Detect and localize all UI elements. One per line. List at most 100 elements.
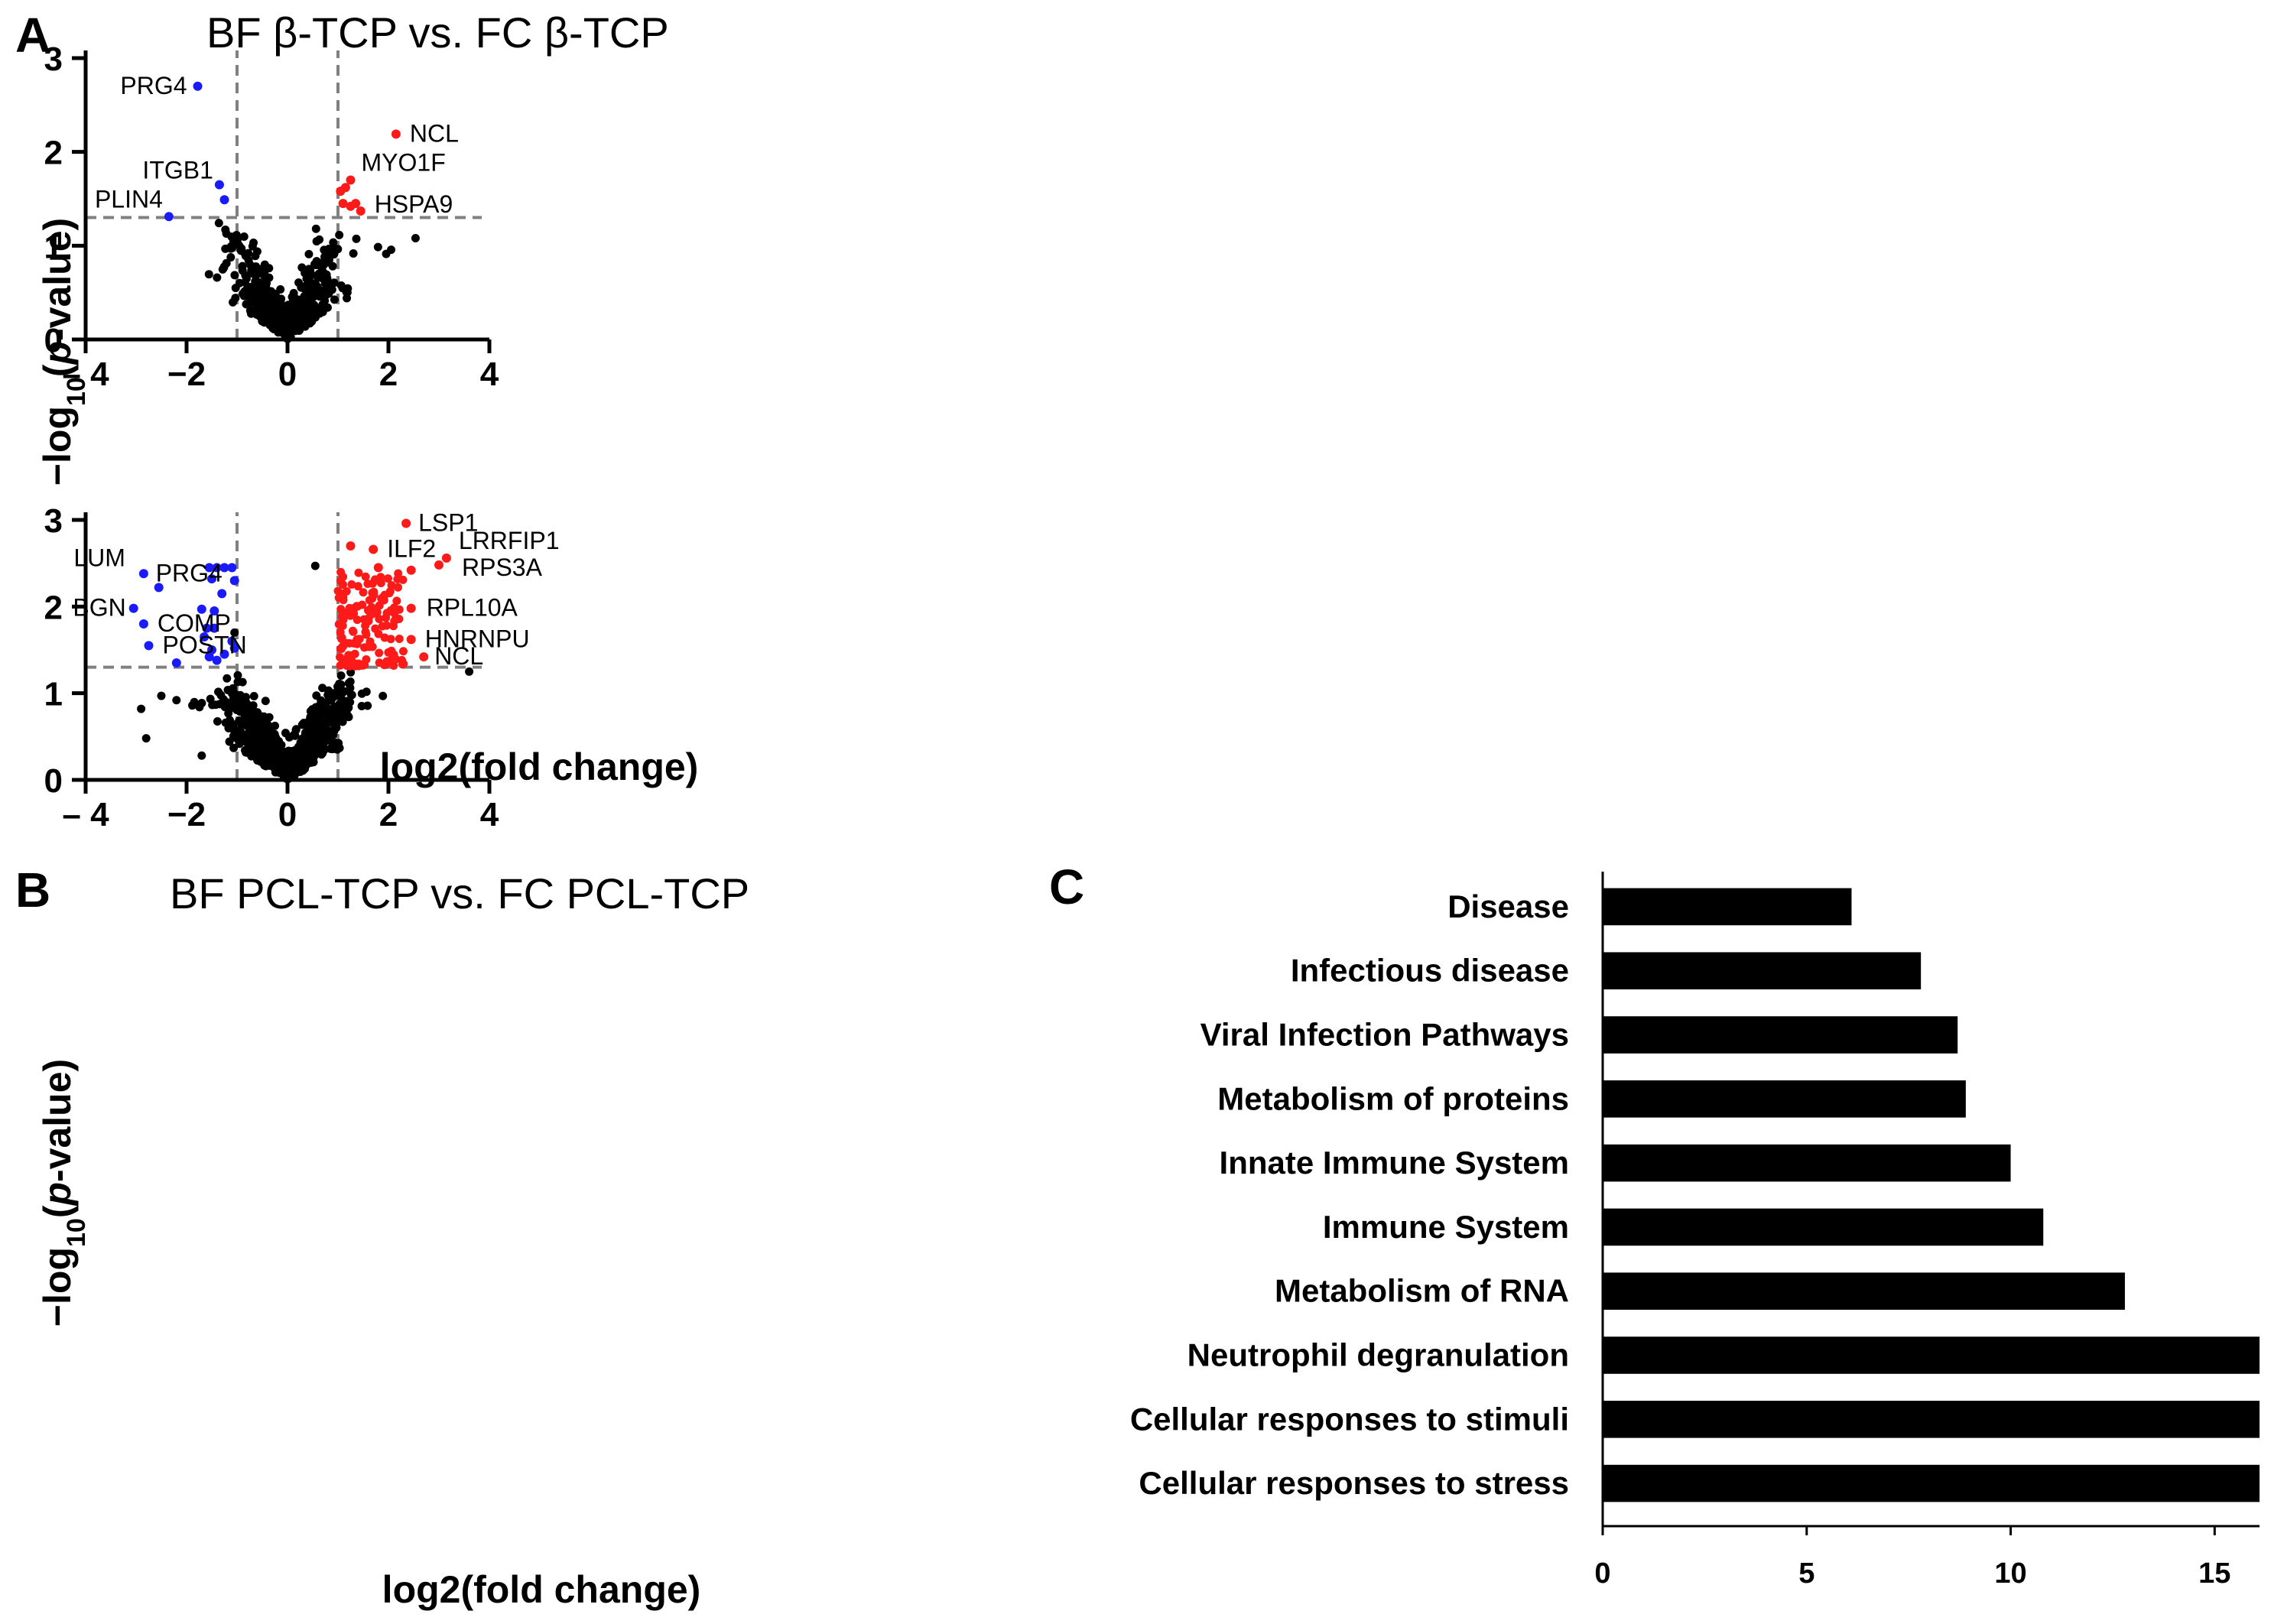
- data-point-downregulated: [229, 643, 239, 653]
- x-tick-label: 0: [278, 796, 297, 833]
- data-point-nonsignificant: [255, 266, 265, 275]
- panel-b-gene-labels: LUMPRG4BGNCOMPPOSTNLSP1LRRFIP1RPS3AILF2R…: [73, 509, 559, 671]
- data-point-nonsignificant: [322, 270, 331, 279]
- data-point-nonsignificant: [226, 253, 236, 262]
- data-point-nonsignificant: [214, 219, 223, 228]
- data-point-nonsignificant: [324, 255, 333, 265]
- data-point-nonsignificant: [260, 751, 269, 760]
- data-point-nonsignificant: [242, 274, 251, 283]
- data-point-nonsignificant: [314, 273, 323, 282]
- data-point-upregulated: [338, 199, 348, 209]
- data-point-upregulated: [354, 568, 363, 577]
- data-point-nonsignificant: [337, 706, 346, 715]
- data-point-nonsignificant: [137, 704, 146, 713]
- panel-label-c: C: [1049, 859, 1084, 914]
- data-point-nonsignificant: [298, 734, 307, 743]
- category-label: Cellular responses to stimuli: [1130, 1401, 1569, 1437]
- data-point-downregulated: [219, 649, 229, 659]
- data-point-nonsignificant: [284, 732, 294, 742]
- data-point-nonsignificant: [301, 762, 310, 771]
- panel-a-points: [164, 81, 420, 343]
- panel-label-a: A: [15, 8, 50, 63]
- data-point-downregulated: [204, 652, 214, 662]
- data-point-nonsignificant: [245, 732, 254, 741]
- data-point-downregulated: [207, 645, 216, 654]
- x-tick-label: 5: [1798, 1557, 1815, 1590]
- bar: [1603, 1080, 1966, 1118]
- data-point-upregulated: [383, 574, 392, 583]
- data-point-nonsignificant: [346, 684, 355, 693]
- bar: [1603, 952, 1922, 990]
- data-point-upregulated: [348, 626, 357, 635]
- data-point-upregulated: [398, 647, 408, 656]
- data-point-nonsignificant: [306, 751, 315, 760]
- data-point-nonsignificant: [304, 270, 314, 279]
- data-point-nonsignificant: [320, 707, 330, 716]
- x-tick-label: −2: [167, 356, 206, 393]
- data-point-nonsignificant: [346, 690, 356, 700]
- data-point-upregulated: [369, 590, 378, 599]
- data-point-nonsignificant: [218, 265, 227, 274]
- panel-c-category-labels: Disease Infectious disease Viral Infection…: [1130, 888, 1569, 1501]
- data-point-downregulated: [200, 632, 210, 641]
- panel-b-points: [128, 518, 474, 784]
- data-point-nonsignificant: [320, 245, 329, 255]
- bar: [1603, 888, 1852, 926]
- data-point-upregulated: [339, 658, 348, 667]
- data-point-nonsignificant: [352, 234, 361, 243]
- data-point-nonsignificant: [411, 233, 420, 242]
- data-point-upregulated: [359, 588, 368, 597]
- data-point-nonsignificant: [294, 745, 304, 754]
- x-tick-label: 0: [278, 356, 297, 393]
- data-point-downregulated: [164, 212, 174, 222]
- data-point-nonsignificant: [213, 273, 222, 282]
- data-point-nonsignificant: [235, 241, 244, 250]
- data-point-nonsignificant: [243, 700, 252, 710]
- data-point-downregulated: [202, 623, 212, 633]
- data-point-downregulated: [138, 619, 148, 628]
- data-point-upregulated: [391, 614, 401, 623]
- gene-label: MYO1F: [362, 148, 446, 176]
- gene-label: PRG4: [120, 72, 187, 99]
- data-point-nonsignificant: [247, 752, 256, 761]
- data-point-downregulated: [210, 623, 219, 633]
- gene-label: RPL10A: [427, 594, 518, 622]
- data-point-nonsignificant: [291, 758, 300, 767]
- data-point-upregulated: [351, 199, 361, 209]
- data-point-nonsignificant: [311, 224, 320, 233]
- gene-label: LRRFIP1: [459, 527, 560, 554]
- data-point-nonsignificant: [290, 323, 299, 333]
- data-point-nonsignificant: [363, 701, 372, 710]
- x-tick-label: 0: [1594, 1557, 1610, 1590]
- data-point-upregulated: [334, 593, 343, 603]
- data-point-nonsignificant: [229, 743, 239, 752]
- data-point-nonsignificant: [266, 745, 275, 754]
- data-point-nonsignificant: [324, 732, 333, 742]
- data-point-nonsignificant: [244, 739, 253, 749]
- data-point-upregulated: [386, 606, 395, 615]
- data-point-nonsignificant: [346, 677, 355, 687]
- data-point-downregulated: [197, 604, 206, 614]
- data-point-downregulated: [219, 195, 229, 205]
- data-point-nonsignificant: [224, 723, 233, 732]
- data-point-downregulated: [128, 603, 138, 613]
- category-label: Immune System: [1323, 1209, 1569, 1245]
- data-point-nonsignificant: [330, 295, 339, 304]
- data-point-nonsignificant: [226, 242, 236, 252]
- data-point-nonsignificant: [141, 734, 151, 743]
- data-point-nonsignificant: [312, 307, 321, 316]
- data-point-nonsignificant: [270, 762, 279, 771]
- panel-b-axes: – 4 −2 0 2 4 0 1 2 3: [44, 502, 499, 833]
- data-point-nonsignificant: [229, 684, 238, 693]
- y-tick-label: 3: [44, 41, 63, 78]
- data-point-upregulated: [361, 621, 370, 630]
- data-point-nonsignificant: [294, 278, 304, 287]
- data-point-nonsignificant: [233, 677, 242, 687]
- gene-label: LUM: [73, 544, 125, 571]
- x-tick-label: −2: [167, 796, 206, 833]
- x-tick-label: 2: [379, 796, 398, 833]
- data-point-upregulated: [353, 602, 362, 611]
- data-point-nonsignificant: [242, 284, 252, 293]
- data-point-nonsignificant: [318, 684, 327, 693]
